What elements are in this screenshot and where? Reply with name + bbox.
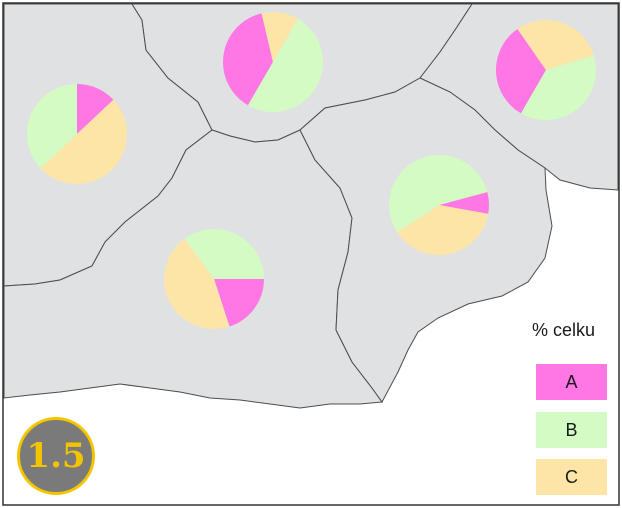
pie-center-slice-a: [214, 279, 264, 327]
pie-center-slice-b: [184, 229, 264, 279]
pie-west-slice-c: [40, 99, 127, 184]
pie-east-slice-c: [397, 205, 489, 256]
legend-item-a: A: [536, 364, 607, 400]
pie-northeast-slice-c: [517, 20, 594, 70]
legend-item-b: B: [536, 412, 607, 448]
legend-label-a: A: [565, 371, 578, 392]
badge-text: 1.5: [26, 436, 86, 476]
pie-west-slice-a: [77, 84, 114, 134]
pie-north-slice-c: [261, 11, 298, 63]
pie-northeast: [496, 20, 596, 120]
pie-northeast-slice-a: [496, 28, 546, 114]
legend-title: % celku: [532, 320, 596, 340]
pie-north-slice-b: [248, 18, 323, 112]
pie-center-slice-c: [163, 238, 230, 329]
pie-east: [389, 155, 489, 256]
pie-charts: [27, 11, 596, 329]
scale-badge: 1.5: [17, 417, 95, 495]
legend-label-b: B: [565, 419, 578, 440]
pie-east-slice-a: [439, 192, 489, 214]
legend-label-c: C: [565, 466, 578, 487]
pie-northeast-slice-b: [521, 55, 596, 120]
pie-center: [163, 229, 264, 329]
pie-east-slice-b: [389, 155, 488, 233]
pie-west-slice-b: [27, 84, 77, 169]
pie-north: [222, 11, 323, 112]
legend-item-c: C: [536, 459, 607, 495]
pie-west: [27, 84, 127, 184]
pie-north-slice-a: [222, 13, 273, 106]
